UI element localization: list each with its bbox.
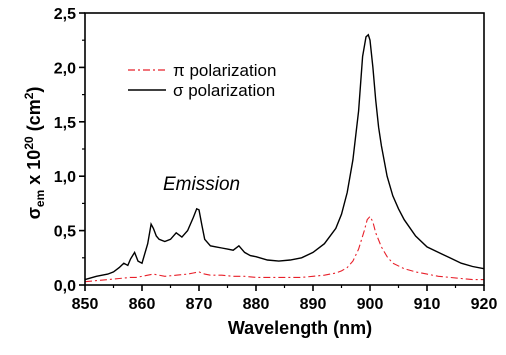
- plot-layer: [84, 33, 485, 283]
- x-tick-label: 920: [471, 296, 498, 313]
- y-axis-title: σem x 1020 (cm2): [22, 87, 47, 220]
- y-tick-label: 0,0: [54, 278, 76, 295]
- y-tick-label: 0,5: [54, 224, 76, 241]
- x-tick-label: 880: [243, 296, 270, 313]
- axes-layer: 850 860 870 880 890 900 910 920 0,0 0,5 1,0 1,5 2,0 2…: [54, 6, 498, 313]
- x-tick-label: 900: [357, 296, 384, 313]
- y-tick-label: 1,0: [54, 169, 76, 186]
- x-tick-label: 890: [300, 296, 327, 313]
- x-axis-title: Wavelength (nm): [228, 318, 372, 338]
- x-tick-label: 850: [72, 296, 99, 313]
- y-tick-label: 2,0: [54, 60, 76, 77]
- series-line-sigma: [84, 33, 485, 281]
- legend: π polarization σ polarization: [128, 61, 276, 100]
- y-tick-label: 2,5: [54, 6, 76, 23]
- x-tick-label: 870: [186, 296, 213, 313]
- series-line-pi: [84, 215, 484, 283]
- legend-label-sigma: σ polarization: [173, 81, 275, 100]
- x-tick-label: 910: [414, 296, 441, 313]
- x-tick-label: 860: [129, 296, 156, 313]
- legend-label-pi: π polarization: [173, 61, 276, 80]
- y-tick-label: 1,5: [54, 115, 76, 132]
- emission-annotation: Emission: [163, 174, 240, 195]
